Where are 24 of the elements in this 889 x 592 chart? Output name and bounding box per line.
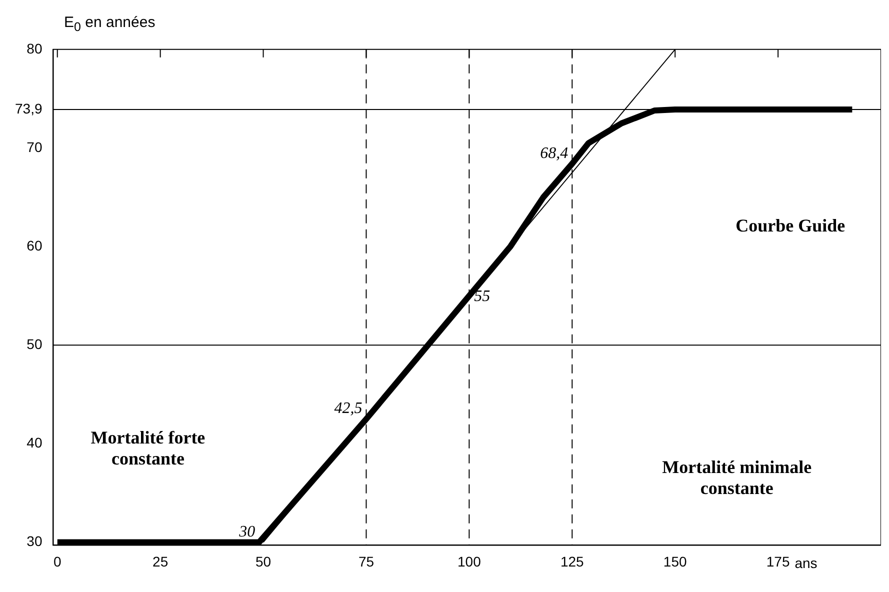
x-tick-label: 175 bbox=[766, 553, 790, 570]
data-label: 55 bbox=[474, 288, 490, 306]
y-tick-label: 60 bbox=[26, 237, 42, 254]
x-tick-label: 75 bbox=[358, 553, 374, 570]
x-tick-label: 150 bbox=[663, 553, 687, 570]
annotation: Mortalité forte constante bbox=[90, 427, 206, 468]
y-tick-label: 40 bbox=[26, 434, 42, 451]
y-tick-label: 30 bbox=[26, 533, 42, 550]
y-tick-label: 80 bbox=[26, 40, 42, 56]
x-axis-title: ans bbox=[794, 555, 818, 572]
x-tick-label: 125 bbox=[560, 553, 584, 570]
y-axis-title: E$_{0}$ en années bbox=[63, 13, 156, 36]
y-tick-label: 73,9 bbox=[15, 100, 42, 116]
y-tick-label: 70 bbox=[26, 138, 42, 155]
data-label: 42,5 bbox=[334, 400, 362, 418]
x-tick-label: 0 bbox=[53, 553, 62, 570]
y-tick-label: 50 bbox=[26, 336, 42, 352]
x-tick-label: 100 bbox=[458, 553, 482, 570]
data-label: 30 bbox=[238, 523, 256, 540]
x-tick-label: 50 bbox=[255, 553, 272, 570]
annotation: Mortalité minimale constante bbox=[662, 456, 812, 498]
x-tick-label: 25 bbox=[152, 553, 168, 570]
annotation: Courbe Guide bbox=[736, 215, 846, 236]
data-label: 68,4 bbox=[540, 144, 568, 162]
